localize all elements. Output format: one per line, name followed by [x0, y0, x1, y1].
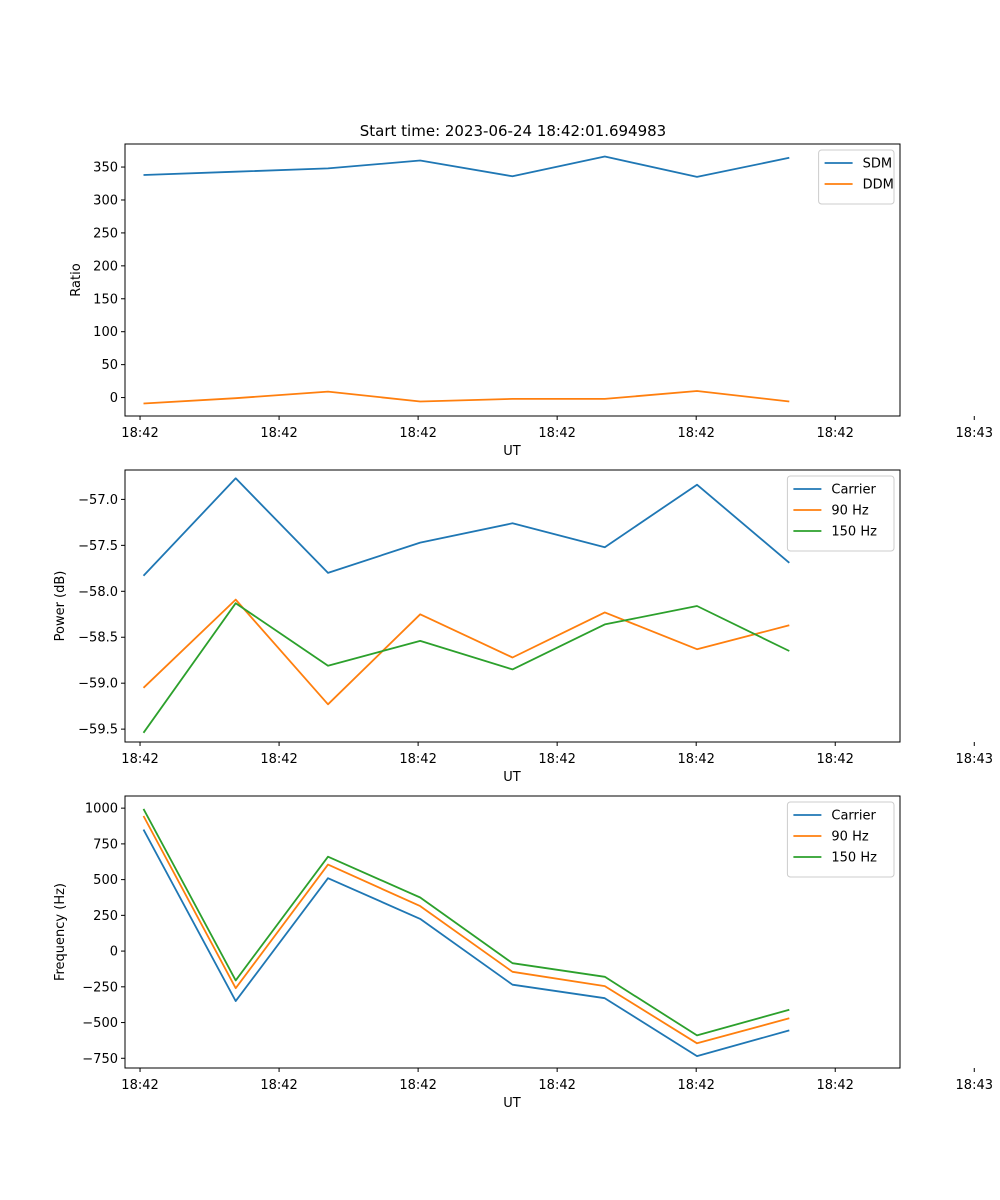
- x-tick-label: 18:42: [677, 426, 714, 441]
- y-tick-label: 200: [93, 259, 118, 274]
- series-line-sdm: [143, 155, 790, 178]
- y-tick-label: 150: [93, 292, 118, 307]
- x-tick-label: 18:42: [399, 426, 436, 441]
- y-tick-label: 0: [110, 945, 118, 960]
- y-tick-label: 350: [93, 161, 118, 176]
- legend: SDM DDM: [818, 149, 895, 205]
- series-line-150-hz: [142, 602, 790, 734]
- y-tick-label: 250: [93, 909, 118, 924]
- y-tick-label: −59.0: [78, 677, 118, 692]
- series-line-carrier: [142, 477, 790, 577]
- legend-entry: Carrier: [831, 483, 876, 498]
- legend-entry: DDM: [863, 178, 894, 193]
- x-tick-label: 18:42: [121, 426, 158, 441]
- y-tick-label: 1000: [85, 802, 118, 817]
- y-tick-label: 300: [93, 193, 118, 208]
- axes-frame: [124, 795, 901, 1069]
- x-tick-label: 18:42: [538, 1078, 575, 1093]
- y-axis-label: Ratio: [69, 263, 84, 296]
- legend-box: [786, 475, 895, 552]
- series-line-carrier: [142, 829, 790, 1057]
- x-tick-label: 18:42: [260, 1078, 297, 1093]
- x-tick-label: 18:42: [538, 426, 575, 441]
- y-tick-label: −750: [82, 1052, 118, 1067]
- series-line-90-hz: [142, 598, 790, 706]
- legend-entry: Carrier: [831, 809, 876, 824]
- y-axis-label: Power (dB): [53, 571, 68, 642]
- y-tick-label: −500: [82, 1016, 118, 1031]
- x-tick-label: 18:43: [956, 752, 993, 767]
- x-tick-label: 18:43: [956, 1078, 993, 1093]
- y-tick-label: 250: [93, 226, 118, 241]
- legend-entry: 90 Hz: [831, 504, 868, 519]
- x-axis-label: UT: [503, 444, 521, 459]
- x-tick-label: 18:42: [121, 1078, 158, 1093]
- y-axis-label: Frequency (Hz): [53, 883, 68, 981]
- x-tick-label: 18:42: [260, 752, 297, 767]
- legend: Carrier 90 Hz 150 Hz: [786, 801, 895, 878]
- y-tick-label: −57.0: [78, 493, 118, 508]
- x-tick-label: 18:42: [260, 426, 297, 441]
- x-tick-label: 18:43: [956, 426, 993, 441]
- x-axis-label: UT: [503, 1096, 521, 1111]
- legend-entry: 90 Hz: [831, 830, 868, 845]
- panels: 0 50 100 150 200 250 300 350 18:42 18:42 18:42 18:4…: [53, 143, 993, 1111]
- series-line-ddm: [143, 390, 790, 405]
- y-tick-label: −58.0: [78, 585, 118, 600]
- y-tick-label: 0: [110, 391, 118, 406]
- legend-entry: 150 Hz: [831, 851, 877, 866]
- series-line-150-hz: [142, 808, 790, 1037]
- x-tick-label: 18:42: [816, 426, 853, 441]
- panel-3: −750 −500 −250 0 250 500 750 1000 18:42 18:42 18:4…: [53, 795, 993, 1111]
- x-tick-label: 18:42: [677, 752, 714, 767]
- y-tick-label: −58.5: [78, 631, 118, 646]
- x-axis-label: UT: [503, 770, 521, 785]
- y-tick-label: 500: [93, 873, 118, 888]
- axes-frame: [124, 469, 901, 743]
- y-tick-label: −250: [82, 980, 118, 995]
- x-tick-label: 18:42: [399, 752, 436, 767]
- legend-entry: 150 Hz: [831, 525, 877, 540]
- y-tick-label: −59.5: [78, 723, 118, 738]
- legend: Carrier 90 Hz 150 Hz: [786, 475, 895, 552]
- series-line-90-hz: [142, 815, 790, 1045]
- y-tick-label: 750: [93, 837, 118, 852]
- x-tick-label: 18:42: [538, 752, 575, 767]
- y-tick-label: 50: [101, 358, 118, 373]
- y-tick-label: 100: [93, 325, 118, 340]
- x-tick-label: 18:42: [816, 752, 853, 767]
- axes-frame: [124, 143, 901, 417]
- panel-1: 0 50 100 150 200 250 300 350 18:42 18:42 18:42 18:4…: [69, 143, 993, 459]
- panel-2: −59.5 −59.0 −58.5 −58.0 −57.5 −57.0 18:42 18:42…: [53, 469, 993, 785]
- x-tick-label: 18:42: [816, 1078, 853, 1093]
- y-tick-label: −57.5: [78, 539, 118, 554]
- x-tick-label: 18:42: [677, 1078, 714, 1093]
- legend-entry: SDM: [863, 157, 892, 172]
- x-tick-label: 18:42: [121, 752, 158, 767]
- x-tick-label: 18:42: [399, 1078, 436, 1093]
- figure-title: Start time: 2023-06-24 18:42:01.694983: [360, 122, 666, 140]
- legend-box: [786, 801, 895, 878]
